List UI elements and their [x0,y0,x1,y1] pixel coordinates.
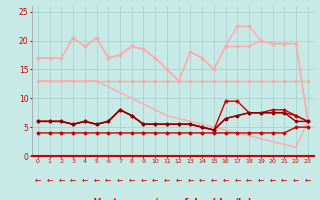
Text: ←: ← [82,176,88,184]
Text: ←: ← [175,176,182,184]
Text: ←: ← [129,176,135,184]
Text: ←: ← [305,176,311,184]
Text: Vent moyen/en rafales ( km/h ): Vent moyen/en rafales ( km/h ) [94,198,252,200]
Text: ←: ← [281,176,287,184]
Text: ←: ← [58,176,65,184]
Text: ←: ← [164,176,170,184]
Text: ←: ← [117,176,123,184]
Text: ←: ← [269,176,276,184]
Text: ←: ← [211,176,217,184]
Text: ←: ← [152,176,158,184]
Text: ←: ← [258,176,264,184]
Text: ←: ← [234,176,241,184]
Text: ←: ← [293,176,299,184]
Text: ←: ← [105,176,111,184]
Text: ←: ← [222,176,229,184]
Text: ←: ← [35,176,41,184]
Text: ←: ← [93,176,100,184]
Text: ←: ← [187,176,194,184]
Text: ←: ← [140,176,147,184]
Text: ←: ← [199,176,205,184]
Text: ←: ← [46,176,53,184]
Text: ←: ← [246,176,252,184]
Text: ←: ← [70,176,76,184]
